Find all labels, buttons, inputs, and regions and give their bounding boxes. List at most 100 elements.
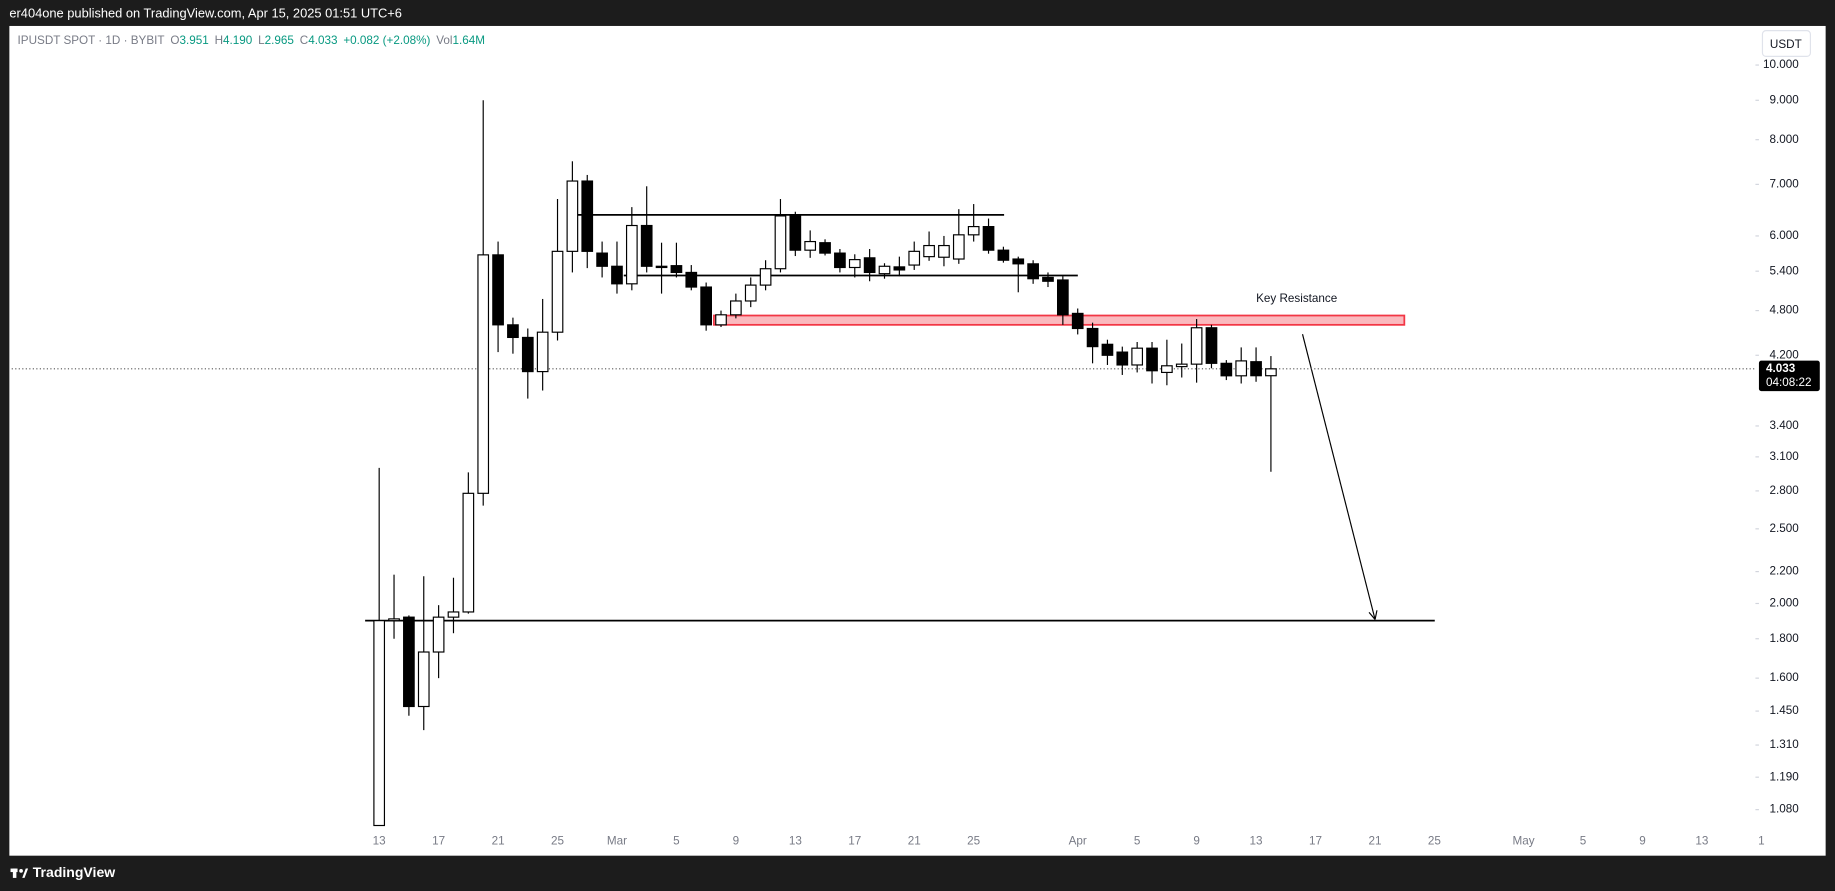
y-tick-label: 9.000 <box>1769 93 1799 106</box>
y-tick-label: 2.500 <box>1769 522 1799 535</box>
candle-body <box>700 286 712 326</box>
candle-body <box>938 244 950 258</box>
x-tick-label: 9 <box>1193 835 1200 848</box>
c-label: C <box>300 34 308 47</box>
y-tick-label: 4.800 <box>1769 304 1799 317</box>
candle-body <box>878 265 891 275</box>
y-tick-label: 1.310 <box>1769 738 1799 751</box>
x-tick-label: 17 <box>432 835 445 848</box>
o-value: 3.951 <box>179 34 208 47</box>
candle-body <box>477 254 490 494</box>
candle-body <box>997 249 1010 261</box>
x-tick-label: 25 <box>551 835 565 848</box>
publisher: er404one published on TradingView.com, A… <box>9 6 402 21</box>
y-tick-label: 10.000 <box>1763 58 1799 71</box>
h-label: H <box>215 34 223 47</box>
candle-body <box>403 616 415 708</box>
candle-body <box>1190 327 1203 365</box>
y-tick-label: 2.200 <box>1769 565 1799 578</box>
candle-body <box>655 265 668 269</box>
x-tick-label: 5 <box>1134 835 1141 848</box>
candle-body <box>730 300 742 316</box>
candle-body <box>1071 312 1084 330</box>
logo <box>10 868 29 878</box>
candle-body <box>640 224 653 267</box>
x-tick-label: 13 <box>373 835 386 848</box>
y-tick-label: 6.000 <box>1769 229 1799 242</box>
candle-body <box>566 180 579 252</box>
candle-body <box>1027 263 1039 280</box>
candle-body <box>863 257 876 274</box>
candle-body <box>1235 360 1248 377</box>
y-tick-label: 3.100 <box>1769 450 1799 463</box>
x-tick-label: 5 <box>673 835 680 848</box>
candle-body <box>923 244 935 258</box>
candle-body <box>744 284 757 302</box>
currency-button[interactable] <box>1761 30 1812 57</box>
h-value: 4.190 <box>223 34 253 47</box>
y-tick-label: 1.080 <box>1769 803 1799 816</box>
candle-body <box>462 492 475 613</box>
legend: IPUSDT SPOT · 1D · BYBIT O3.951 H4.190 L2.9… <box>18 34 485 47</box>
x-tick-label: 9 <box>733 835 740 848</box>
candle-body <box>536 331 549 373</box>
candle-body <box>447 611 460 618</box>
candle-body <box>1250 361 1262 377</box>
candle-body <box>625 224 638 285</box>
arrow-head <box>1368 611 1376 620</box>
resistance-zone <box>712 314 1406 326</box>
arrow <box>1301 334 1376 620</box>
x-tick-label: 13 <box>1250 835 1263 848</box>
y-tick-label: 4.200 <box>1769 348 1799 361</box>
currency[interactable]: USDT <box>1770 38 1802 51</box>
candle-body <box>611 265 623 285</box>
candle-body <box>1131 347 1144 366</box>
candle-body <box>819 242 831 254</box>
x-tick-label: 13 <box>1695 835 1708 848</box>
x-tick-label: Mar <box>607 835 627 848</box>
candle-body <box>848 259 861 269</box>
candle-body <box>521 336 534 373</box>
candle-body <box>1101 343 1114 356</box>
candle-body <box>759 268 772 286</box>
x-tick-label: 1 <box>1758 835 1765 848</box>
x-tick-label: 13 <box>789 835 802 848</box>
vol-value: 1.64M <box>453 34 485 47</box>
x-tick-label: Apr <box>1069 835 1087 848</box>
change: +0.082 (+2.08%) <box>343 34 430 47</box>
candle-body <box>1161 365 1173 374</box>
candle-body <box>982 226 995 251</box>
candle-body <box>581 180 594 252</box>
price-label: 4.033 <box>1766 362 1796 375</box>
x-tick-label: 25 <box>1428 835 1442 848</box>
candle-body <box>908 250 921 266</box>
x-tick-label: 17 <box>848 835 861 848</box>
candle-body <box>507 324 519 339</box>
annotation: Key Resistance <box>1256 292 1337 305</box>
x-tick-label: 21 <box>1368 835 1381 848</box>
vol-label: Vol <box>436 34 452 47</box>
candle-body <box>492 254 504 326</box>
o-label: O <box>170 34 179 47</box>
x-tick-label: 25 <box>967 835 981 848</box>
candle-body <box>596 252 608 267</box>
candle-body <box>893 266 906 271</box>
y-tick-label: 3.400 <box>1769 419 1799 432</box>
candle-body <box>417 651 430 708</box>
brand: TradingView <box>33 864 115 880</box>
chart-panel <box>9 25 1826 856</box>
candle-body <box>1012 258 1025 265</box>
candle-body <box>670 265 683 274</box>
price-label-box <box>1758 360 1820 392</box>
l-label: L <box>258 34 265 47</box>
x-tick-label: 5 <box>1580 835 1587 848</box>
candle-body <box>551 250 564 333</box>
candle-body <box>685 271 698 288</box>
candle-body <box>1116 351 1129 366</box>
candle-body <box>373 620 386 827</box>
y-tick-label: 8.000 <box>1769 133 1799 146</box>
candle-body <box>432 616 445 653</box>
candle-body <box>715 314 727 326</box>
